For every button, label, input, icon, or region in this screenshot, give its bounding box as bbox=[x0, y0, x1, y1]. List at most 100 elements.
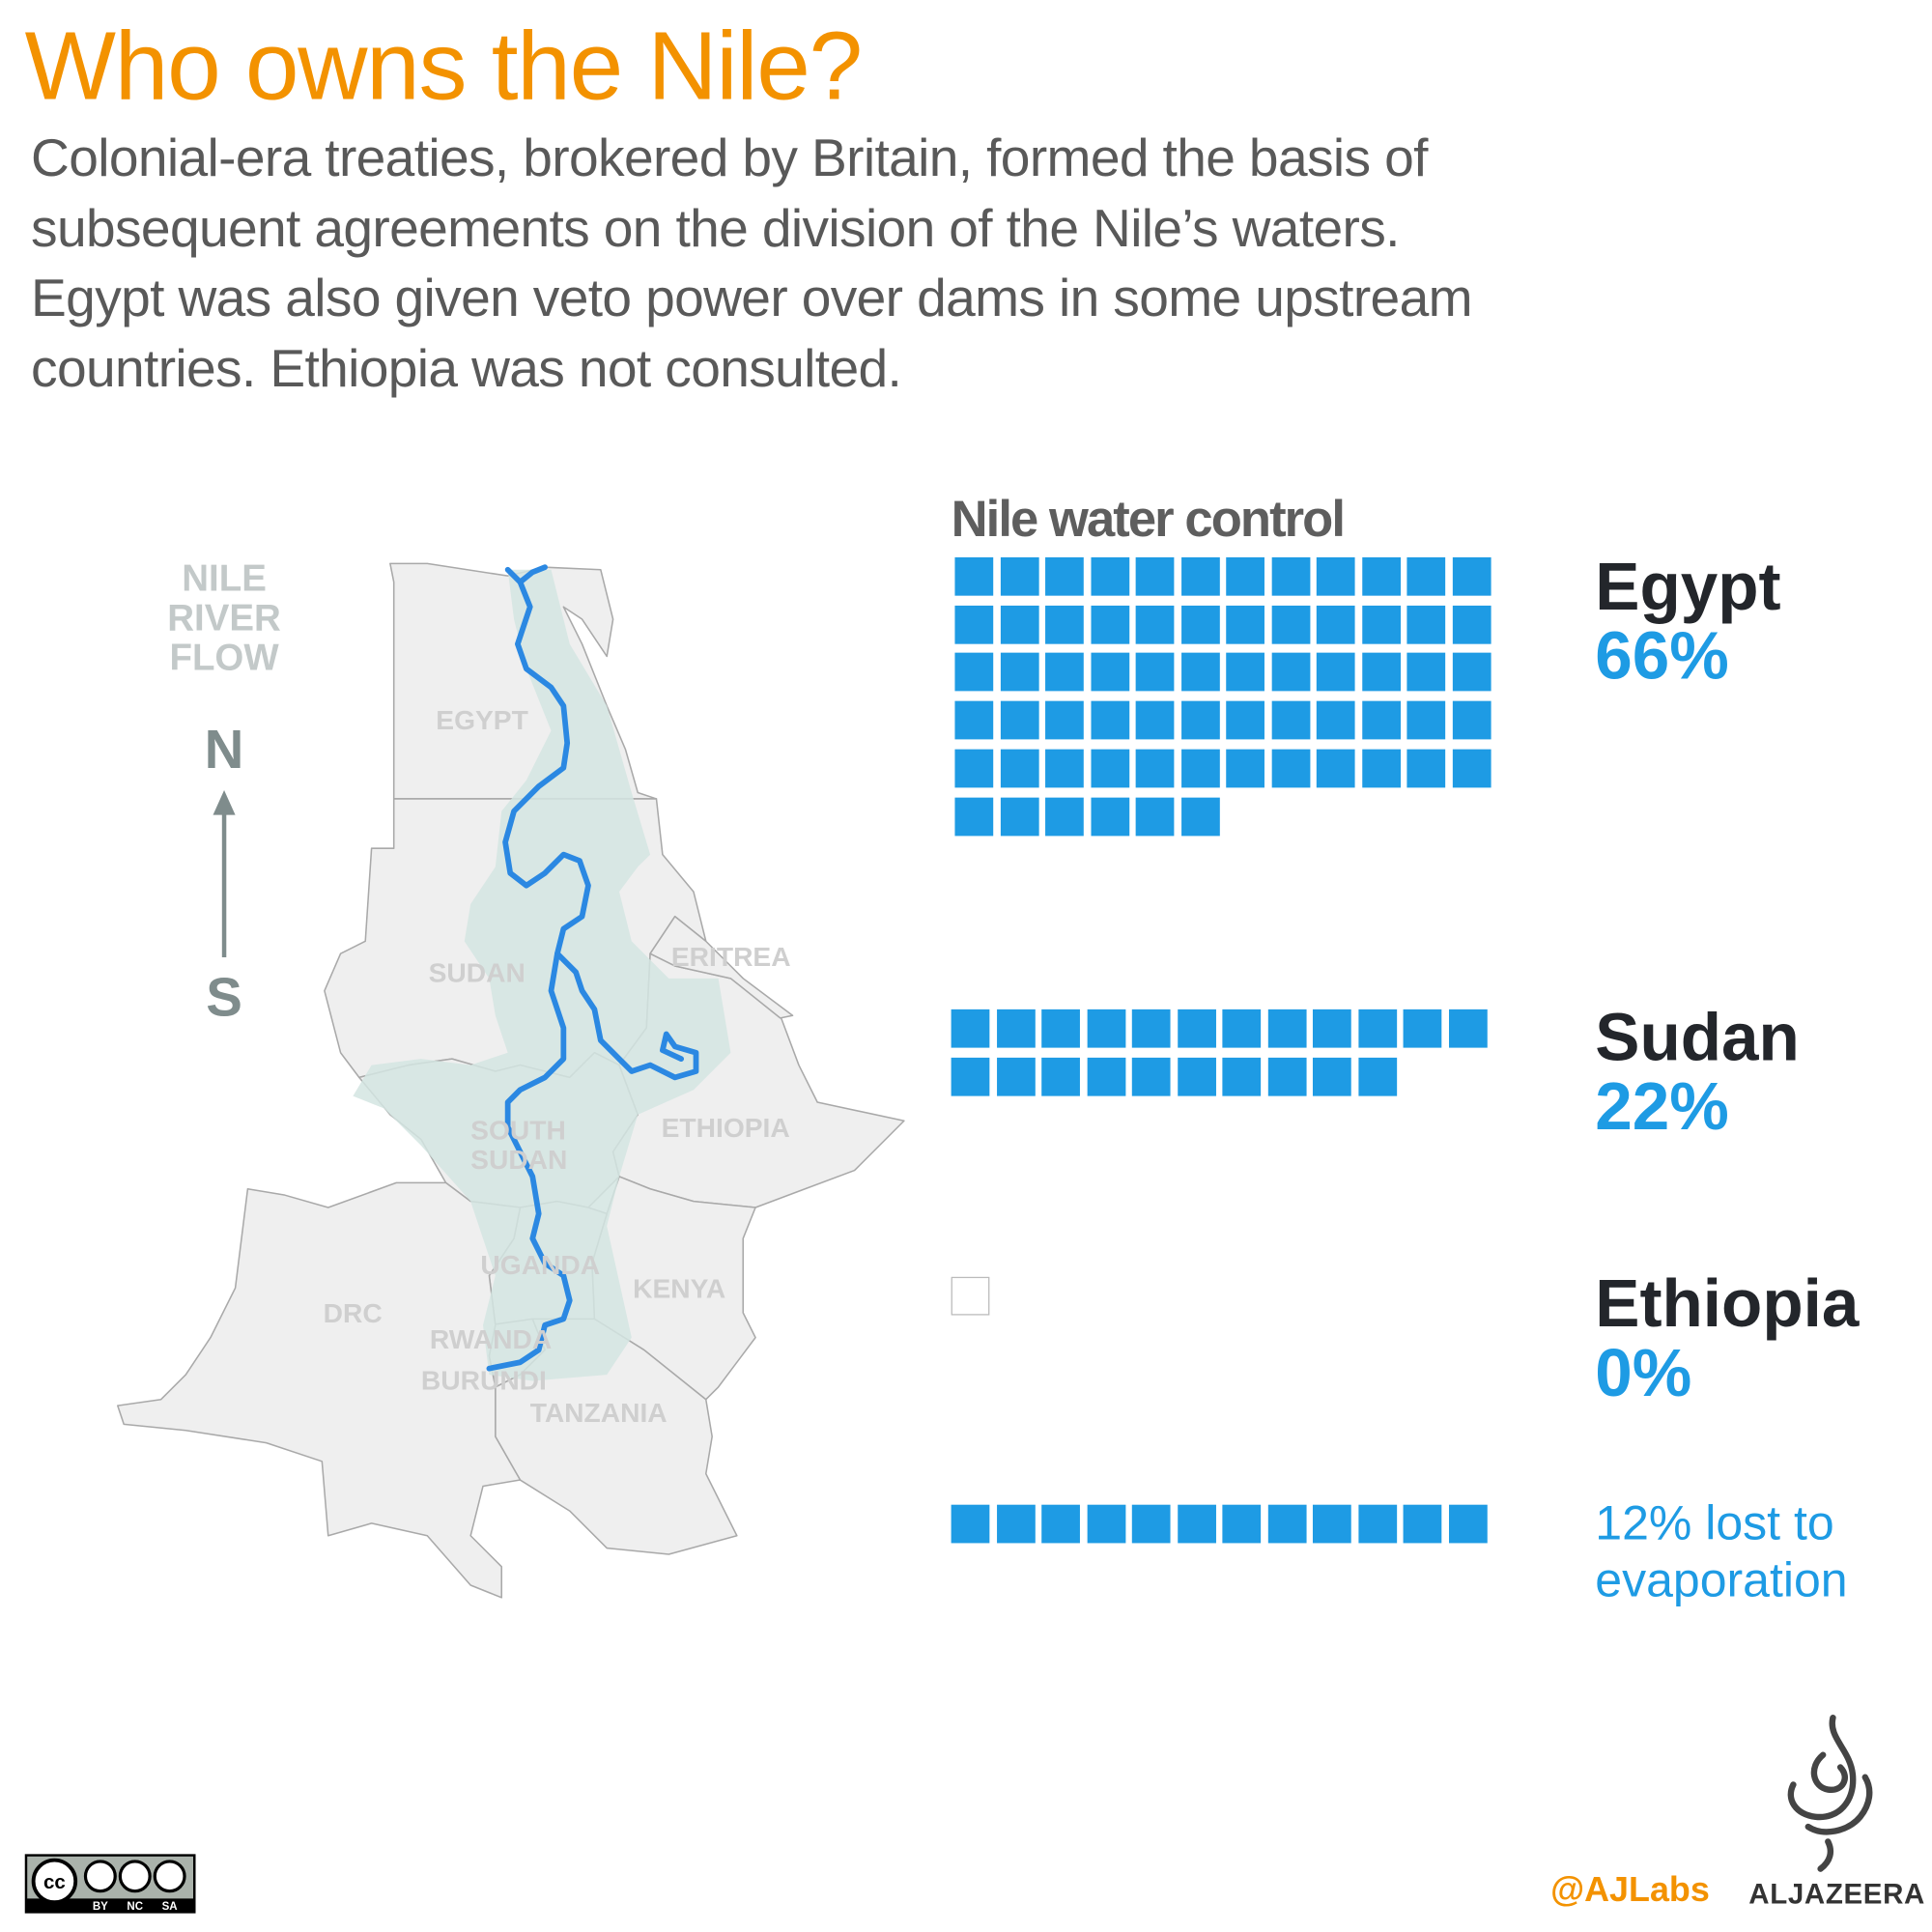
waffle-square-egypt bbox=[1180, 796, 1220, 836]
waffle-square-sudan bbox=[1357, 1009, 1397, 1048]
waffle-square-sudan bbox=[1222, 1057, 1262, 1096]
waffle-square-sudan bbox=[1312, 1009, 1351, 1048]
waffle-square-egypt bbox=[1180, 700, 1220, 740]
waffle-square-egypt bbox=[1135, 700, 1175, 740]
waffle-square-egypt bbox=[1271, 749, 1310, 788]
waffle-square-sudan bbox=[1267, 1057, 1306, 1096]
arrow-head-icon bbox=[213, 789, 236, 815]
north-label: N bbox=[205, 719, 244, 780]
waffle-square-egypt bbox=[1226, 749, 1264, 788]
waffle-square-egypt bbox=[1090, 556, 1129, 596]
waffle-square-egypt bbox=[954, 556, 994, 596]
waffle-square-egypt bbox=[1045, 605, 1084, 644]
waffle-square-egypt bbox=[1090, 700, 1129, 740]
waffle-square-egypt bbox=[1045, 796, 1084, 836]
waffle-square-egypt bbox=[1226, 700, 1264, 740]
waffle-square-egypt bbox=[1226, 556, 1264, 596]
waffle-square-egypt bbox=[1226, 605, 1264, 644]
egypt-percent: 66% bbox=[1595, 619, 1729, 694]
waffle-square-sudan bbox=[1041, 1009, 1080, 1048]
waffle-square-egypt bbox=[1316, 556, 1355, 596]
waffle-square-sudan bbox=[1267, 1009, 1306, 1048]
waffle-square-empty-ethiopia bbox=[951, 1276, 990, 1316]
label-ethiopia: ETHIOPIA bbox=[662, 1112, 790, 1143]
waffle-square-egypt bbox=[1000, 700, 1038, 740]
waffle-square-sudan bbox=[1222, 1009, 1262, 1048]
label-south-sudan-2: SUDAN bbox=[470, 1144, 567, 1175]
label-tanzania: TANZANIA bbox=[530, 1397, 668, 1428]
waffle-square-egypt bbox=[1452, 700, 1491, 740]
waffle-square-evaporation bbox=[1177, 1504, 1216, 1544]
waffle-square-egypt bbox=[1361, 605, 1401, 644]
egypt-block: Egypt 66% bbox=[1595, 553, 1780, 692]
evaporation-line: 12% lost to bbox=[1595, 1496, 1834, 1551]
waffle-square-egypt bbox=[1316, 653, 1355, 692]
license-by: BY bbox=[93, 1901, 108, 1913]
waffle-square-egypt bbox=[1406, 749, 1446, 788]
waffle-square-egypt bbox=[1452, 653, 1491, 692]
waffle-square-egypt bbox=[1406, 556, 1446, 596]
waffle-square-egypt bbox=[1000, 605, 1038, 644]
intro-line: subsequent agreements on the division of… bbox=[31, 198, 1400, 259]
waffle-square-egypt bbox=[1316, 749, 1355, 788]
waffle-square-egypt bbox=[1361, 653, 1401, 692]
country-eritrea bbox=[649, 915, 794, 1019]
waffle-square-egypt bbox=[1271, 605, 1310, 644]
waffle-square-evaporation bbox=[1357, 1504, 1397, 1544]
waffle-square-egypt bbox=[1135, 556, 1175, 596]
waffle-square-egypt bbox=[1361, 556, 1401, 596]
waffle-square-egypt bbox=[1000, 796, 1038, 836]
waffle-square-evaporation bbox=[1086, 1504, 1125, 1544]
nile-basin-map: EGYPT SUDAN ERITREA ETHIOPIA SOUTH SUDAN… bbox=[117, 558, 905, 1599]
flow-label-line: RIVER bbox=[167, 598, 281, 639]
ethiopia-label: Ethiopia bbox=[1595, 1266, 1860, 1342]
waffle-square-egypt bbox=[954, 605, 994, 644]
ajlabs-handle: @AJLabs bbox=[1550, 1869, 1710, 1909]
intro-line: countries. Ethiopia was not consulted. bbox=[31, 338, 902, 399]
waffle-square-egypt bbox=[1180, 605, 1220, 644]
waffle-square-evaporation bbox=[1403, 1504, 1442, 1544]
intro-line: Colonial-era treaties, brokered by Brita… bbox=[31, 128, 1428, 188]
waffle-square-egypt bbox=[1135, 605, 1175, 644]
egypt-label: Egypt bbox=[1595, 550, 1781, 625]
nile-river-main bbox=[502, 566, 699, 1081]
waffle-square-egypt bbox=[1452, 556, 1491, 596]
waffle-square-sudan bbox=[1448, 1009, 1488, 1048]
creative-commons-license-icon: cc BY NC SA bbox=[24, 1854, 196, 1914]
waffle-square-egypt bbox=[1361, 700, 1401, 740]
waffle-square-egypt bbox=[1271, 653, 1310, 692]
waffle-square-evaporation bbox=[996, 1504, 1036, 1544]
waffle-square-sudan bbox=[1086, 1057, 1125, 1096]
label-sudan: SUDAN bbox=[429, 957, 526, 988]
aljazeera-wordmark: ALJAZEERA bbox=[1748, 1877, 1925, 1910]
waffle-square-sudan bbox=[951, 1009, 990, 1048]
waffle-square-egypt bbox=[1452, 749, 1491, 788]
waffle-square-evaporation bbox=[1448, 1504, 1488, 1544]
waffle-square-sudan bbox=[1131, 1009, 1171, 1048]
waffle-square-sudan bbox=[1177, 1057, 1216, 1096]
waffle-square-evaporation bbox=[951, 1504, 990, 1544]
license-nc: NC bbox=[127, 1901, 143, 1913]
sudan-block: Sudan 22% bbox=[1595, 1003, 1800, 1142]
white-nile bbox=[486, 951, 573, 1372]
waffle-square-egypt bbox=[1090, 605, 1129, 644]
label-uganda: UGANDA bbox=[480, 1249, 600, 1280]
waffle-square-egypt bbox=[1000, 556, 1038, 596]
label-egypt: EGYPT bbox=[436, 704, 528, 735]
waffle-square-egypt bbox=[1135, 796, 1175, 836]
ethiopia-percent: 0% bbox=[1595, 1336, 1692, 1411]
waffle-square-egypt bbox=[1180, 653, 1220, 692]
waffle-square-egypt bbox=[1045, 653, 1084, 692]
chart-title: Nile water control bbox=[951, 490, 1346, 548]
waffle-square-sudan bbox=[951, 1057, 990, 1096]
label-rwanda: RWANDA bbox=[430, 1323, 552, 1354]
waffle-square-egypt bbox=[954, 700, 994, 740]
evaporation-label: 12% lost to evaporation bbox=[1595, 1496, 1847, 1610]
waffle-square-egypt bbox=[1000, 653, 1038, 692]
waffle-square-sudan bbox=[1131, 1057, 1171, 1096]
waffle-square-egypt bbox=[1316, 605, 1355, 644]
waffle-square-egypt bbox=[954, 653, 994, 692]
waffle-square-evaporation bbox=[1041, 1504, 1080, 1544]
waffle-square-egypt bbox=[1452, 605, 1491, 644]
waffle-square-egypt bbox=[954, 749, 994, 788]
